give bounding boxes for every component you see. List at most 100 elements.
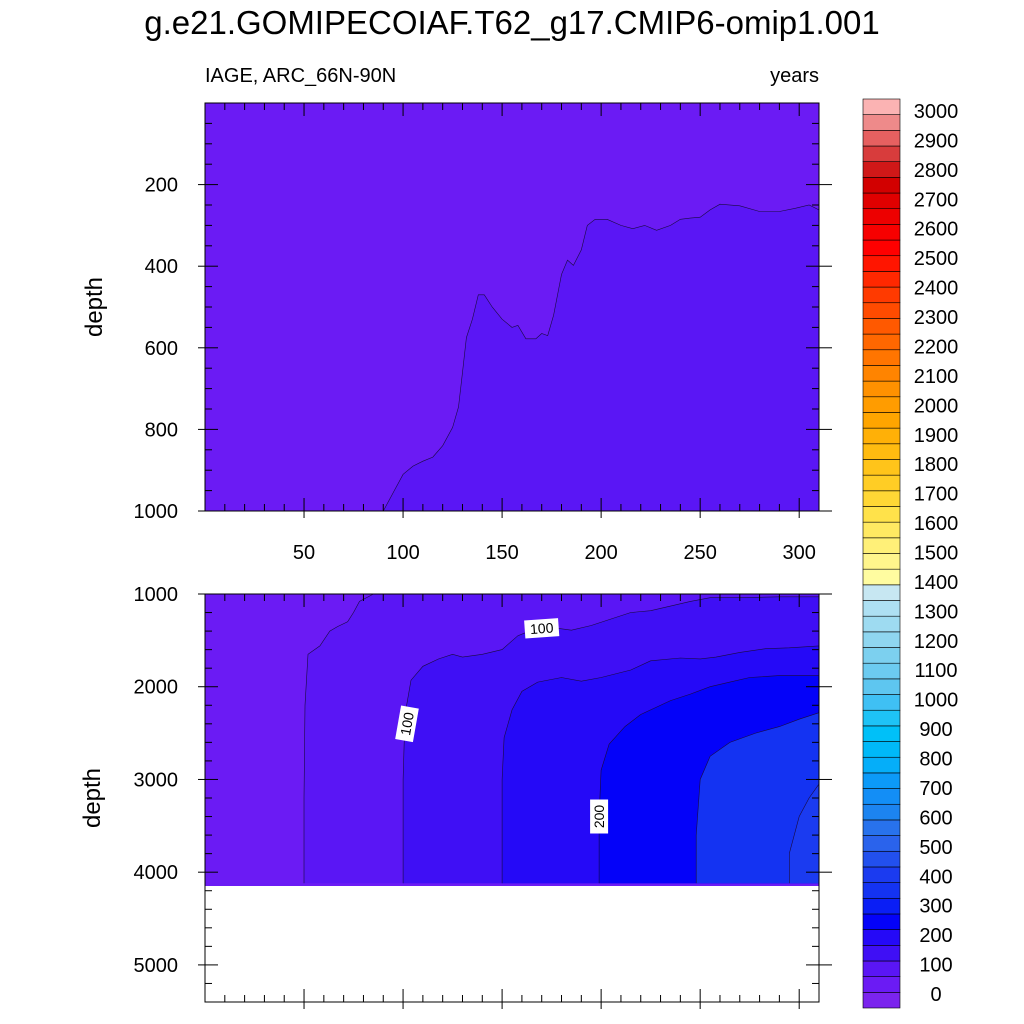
colorbar-label: 2700: [914, 189, 959, 211]
y-tick-label: 200: [145, 175, 178, 197]
lower-contour-fills: [303, 593, 820, 884]
colorbar-box: [862, 380, 901, 398]
colorbar-label: 2300: [914, 307, 959, 329]
colorbar: 0 100 200 300 400 500 600 700 800 900 1000 1100 1200…: [862, 98, 959, 1009]
colorbar-label: 1400: [914, 572, 959, 594]
lower-contour-fill-300: [789, 784, 819, 884]
colorbar-label: 2500: [914, 248, 959, 270]
panel-subtitle-variable: IAGE, ARC_66N-90N: [205, 65, 396, 87]
colorbar-box: [862, 396, 901, 413]
panel-subtitle-units: years: [770, 65, 819, 87]
colorbar-box: [862, 694, 901, 711]
colorbar-box: [862, 960, 901, 977]
colorbar-box: [862, 553, 901, 570]
colorbar-label: 1200: [914, 631, 959, 653]
colorbar-box: [862, 427, 901, 445]
colorbar-box: [862, 271, 901, 288]
lower-contour-line-250: [695, 712, 820, 884]
colorbar-box: [862, 161, 901, 178]
colorbar-box: [862, 897, 901, 915]
colorbar-label: 1000: [914, 690, 959, 712]
colorbar-label: 2200: [914, 337, 959, 359]
colorbar-label: 700: [919, 778, 952, 800]
colorbar-labels: 0 100 200 300 400 500 600 700 800 900 1000 1100 1200…: [914, 101, 959, 1006]
colorbar-box: [862, 725, 901, 742]
colorbar-box: [862, 302, 901, 319]
colorbar-label: 1500: [914, 543, 959, 565]
colorbar-box: [862, 913, 901, 930]
colorbar-box: [862, 945, 901, 962]
colorbar-box: [862, 709, 901, 727]
colorbar-box: [862, 412, 901, 429]
colorbar-box: [862, 255, 901, 272]
colorbar-box: [862, 788, 901, 805]
colorbar-box: [862, 803, 901, 821]
contour-label: 100: [524, 618, 560, 639]
colorbar-label: 2400: [914, 278, 959, 300]
colorbar-box: [862, 631, 901, 648]
lower-contour-line-150: [501, 645, 820, 884]
colorbar-box: [862, 976, 901, 993]
y-tick-label: 1000: [134, 501, 179, 523]
colorbar-box: [862, 208, 901, 225]
colorbar-label: 400: [919, 866, 952, 888]
colorbar-box: [862, 521, 901, 539]
colorbar-box: [862, 882, 901, 899]
colorbar-box: [862, 130, 901, 147]
colorbar-box: [862, 506, 901, 523]
colorbar-box: [862, 819, 901, 836]
contour-label-box: [524, 618, 560, 639]
upper-panel: 200 400 600 800 1000 50 100 150 200 250 300 depth: [81, 102, 832, 564]
upper-y-axis-label: depth: [81, 277, 108, 337]
contour-label-text: 100: [397, 711, 417, 737]
x-tick-label: 50: [293, 542, 315, 564]
colorbar-box: [862, 333, 901, 351]
lower-contour-fill-250: [696, 712, 819, 884]
colorbar-box: [862, 145, 901, 162]
colorbar-label: 2600: [914, 219, 959, 241]
colorbar-label: 0: [930, 984, 941, 1006]
colorbar-box: [862, 741, 901, 758]
colorbar-box: [862, 349, 901, 366]
colorbar-box: [862, 239, 901, 257]
colorbar-label: 200: [919, 925, 952, 947]
colorbar-label: 600: [919, 807, 952, 829]
colorbar-box: [862, 443, 901, 460]
colorbar-label: 2800: [914, 160, 959, 182]
upper-y-axis: 200 400 600 800 1000: [134, 102, 832, 523]
contour-label-box: [590, 799, 609, 834]
colorbar-box: [862, 568, 901, 586]
colorbar-box: [862, 992, 901, 1009]
x-tick-label: 300: [783, 542, 816, 564]
colorbar-label: 1900: [914, 425, 959, 447]
colorbar-label: 900: [919, 719, 952, 741]
colorbar-label: 2000: [914, 395, 959, 417]
y-tick-label: 1000: [134, 584, 179, 606]
colorbar-box: [862, 615, 901, 633]
y-tick-label: 4000: [134, 862, 179, 884]
colorbar-label: 1100: [914, 660, 957, 682]
colorbar-box: [862, 224, 901, 241]
colorbar-label: 1800: [914, 454, 959, 476]
x-tick-label: 200: [584, 542, 617, 564]
contour-label-text: 100: [529, 619, 554, 637]
colorbar-box: [862, 318, 901, 335]
colorbar-box: [862, 584, 901, 601]
colorbar-box: [862, 850, 901, 868]
lower-x-axis: [224, 594, 820, 1009]
chart-title: g.e21.GOMIPECOIAF.T62_g17.CMIP6-omip1.00…: [144, 4, 880, 41]
lower-contour-line-200: [598, 675, 819, 884]
contour-label: 100: [395, 705, 419, 743]
upper-contour-line-50: [383, 203, 820, 512]
colorbar-box: [862, 600, 901, 617]
x-tick-label: 250: [683, 542, 716, 564]
colorbar-label: 800: [919, 749, 952, 771]
colorbar-box: [862, 647, 901, 664]
colorbar-box: [862, 772, 901, 789]
x-tick-label: 100: [386, 542, 419, 564]
colorbar-box: [862, 474, 901, 492]
lower-contour-labels: 100 100 200: [395, 618, 609, 834]
colorbar-box: [862, 678, 901, 695]
colorbar-boxes: [862, 98, 901, 1009]
